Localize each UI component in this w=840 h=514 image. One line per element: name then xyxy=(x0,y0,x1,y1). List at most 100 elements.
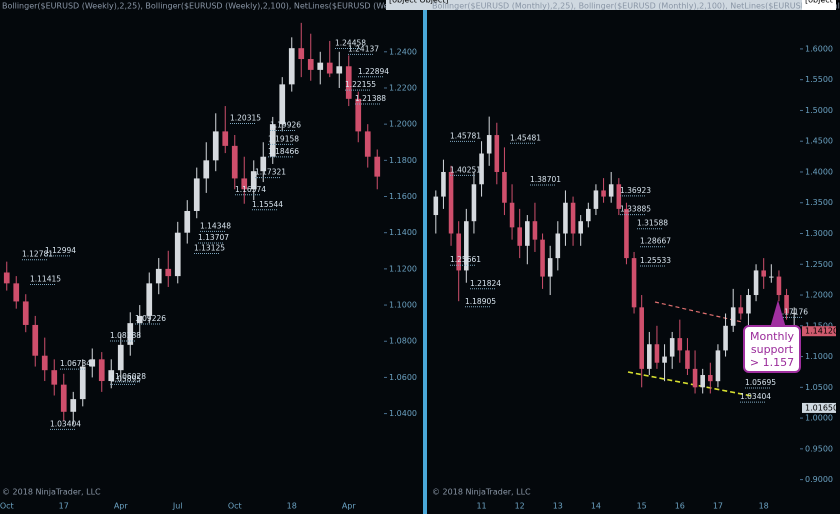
y-tick-label: 1.5500 xyxy=(805,75,833,84)
candle-body xyxy=(448,171,454,234)
price-marker-label: [object Object] xyxy=(389,0,449,5)
candle-body xyxy=(700,375,705,388)
candle-body xyxy=(298,48,305,60)
price-marker xyxy=(802,326,836,337)
candle-body xyxy=(593,190,599,209)
candle-body xyxy=(715,350,721,382)
callout: Monthly support > 1.157 xyxy=(743,300,801,373)
level-label: 1.06028 xyxy=(115,372,146,381)
level-label: 1.21824 xyxy=(470,279,501,288)
y-tick-label: 1.1000 xyxy=(389,301,417,310)
y-tick-label: 1.4500 xyxy=(805,137,833,146)
candle-body xyxy=(108,370,115,382)
price-marker xyxy=(386,0,836,10)
y-tick-label: 1.3000 xyxy=(805,229,833,238)
level-label: 1.31588 xyxy=(637,219,668,228)
candle-body xyxy=(586,208,591,222)
y-tick-label: 1.0800 xyxy=(389,337,417,346)
callout-text: > 1.157 xyxy=(750,356,794,369)
candle-body xyxy=(136,315,143,324)
price-marker-label: 1.14120 xyxy=(805,327,838,336)
level-label: 1.11415 xyxy=(30,274,61,283)
y-tick-label: 1.1200 xyxy=(389,264,417,273)
level-label: 1.36923 xyxy=(620,186,651,195)
candle-body xyxy=(761,270,766,277)
candle-body xyxy=(738,307,744,314)
x-tick-label: 17 xyxy=(59,502,69,511)
candle-body xyxy=(22,301,29,325)
candle-body xyxy=(155,268,162,284)
candle-body xyxy=(79,366,86,400)
candle-body xyxy=(60,384,67,412)
x-tick-label: Apr xyxy=(342,502,357,511)
level-label: 1.21388 xyxy=(355,94,386,103)
candle-body xyxy=(669,338,675,357)
candle-body xyxy=(326,62,333,74)
candle-body xyxy=(723,325,728,351)
candle-body xyxy=(570,202,576,234)
candle-body xyxy=(639,307,644,369)
level-label: 1.33885 xyxy=(620,205,651,214)
candle-body xyxy=(624,208,629,259)
candle-body xyxy=(51,370,58,385)
candle-body xyxy=(486,135,492,154)
panel-divider xyxy=(423,0,427,514)
candle-body xyxy=(479,153,484,185)
y-tick-label: 1.0500 xyxy=(805,383,833,392)
y-tick-label: 1.0000 xyxy=(805,414,833,423)
level-label: 1.16374 xyxy=(235,185,266,194)
chart-title: Bollinger($EURUSD (Monthly),2,25), Bolli… xyxy=(432,2,840,11)
level-label: 1.08288 xyxy=(110,331,141,340)
x-tick-label: 15 xyxy=(637,502,647,511)
candle-body xyxy=(374,156,381,177)
y-tick-label: 1.6000 xyxy=(805,44,833,53)
candle-body xyxy=(456,233,461,271)
candle-body xyxy=(41,355,48,371)
level-label: 1.12994 xyxy=(45,246,76,255)
x-tick-label: 14 xyxy=(591,502,601,511)
level-label: 1.05695 xyxy=(745,378,776,387)
x-tick-label: 16 xyxy=(675,502,685,511)
candle-body xyxy=(730,307,736,326)
level-label: 1.14348 xyxy=(200,221,231,230)
level-label: 1.25661 xyxy=(450,255,481,264)
level-label: 1.13707 xyxy=(198,233,229,242)
candle-body xyxy=(647,344,652,369)
candle-body xyxy=(708,375,713,382)
level-label: 1.45781 xyxy=(450,131,481,140)
candle-body xyxy=(250,171,257,190)
candle-body xyxy=(336,66,343,74)
candle-body xyxy=(517,227,522,246)
level-label: 1.24137 xyxy=(348,44,379,53)
candle-body xyxy=(532,221,538,240)
callout-box xyxy=(743,325,801,373)
candle-body xyxy=(193,178,200,211)
y-tick-label: 1.1600 xyxy=(389,192,417,201)
level-label: 1.25533 xyxy=(640,256,671,265)
y-tick-label: 1.1000 xyxy=(805,352,833,361)
candle-body xyxy=(555,233,561,259)
candle-body xyxy=(616,184,622,209)
y-tick-label: 1.0400 xyxy=(389,409,417,418)
candle-body xyxy=(753,270,759,296)
level-label: 1.05895 xyxy=(110,374,141,383)
level-label: 1.18905 xyxy=(465,297,496,306)
candle-body xyxy=(776,276,782,296)
level-label: 1.15544 xyxy=(252,200,283,209)
resistance-trendline xyxy=(654,301,743,323)
x-tick-label: 17 xyxy=(713,502,723,511)
chart-title: Bollinger($EURUSD (Weekly),2,25), Bollin… xyxy=(2,2,469,11)
level-label: 1.03404 xyxy=(50,419,81,428)
candle-body xyxy=(692,368,698,388)
y-tick-label: 1.2000 xyxy=(389,120,417,129)
candle-body xyxy=(98,359,105,382)
candle-body xyxy=(13,283,20,302)
candle-body xyxy=(563,202,568,234)
candle-body xyxy=(203,160,210,179)
candle-body xyxy=(146,283,153,316)
candle-body xyxy=(769,276,774,278)
level-label: 1.28667 xyxy=(640,237,671,246)
y-tick-label: 1.5000 xyxy=(805,106,833,115)
candle-body xyxy=(547,258,553,277)
